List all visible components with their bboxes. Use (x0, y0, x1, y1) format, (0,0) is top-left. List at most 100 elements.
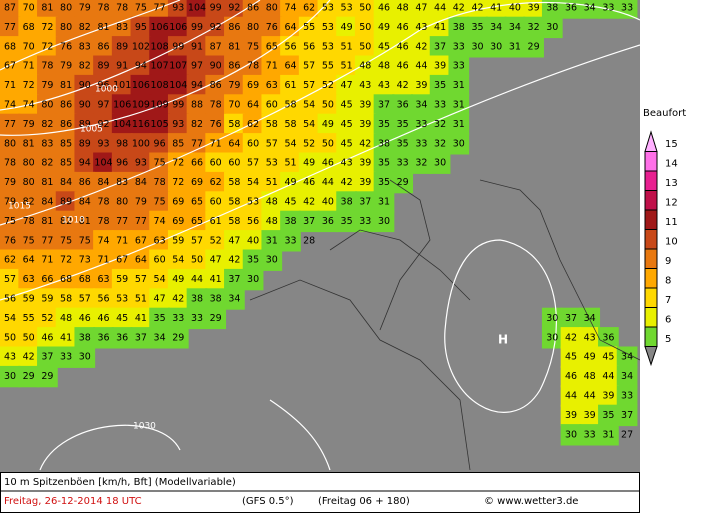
wind-value: 80 (41, 100, 53, 111)
wind-value: 82 (41, 158, 53, 169)
wind-cell (224, 16, 245, 39)
wind-cell (55, 55, 77, 77)
wind-cell (130, 16, 152, 39)
wind-cell (149, 74, 170, 97)
wind-value: 109 (151, 100, 169, 111)
wind-value: 33 (172, 313, 184, 324)
wind-value: 81 (41, 216, 53, 227)
wind-value: 42 (397, 80, 409, 91)
footer-date: Freitag, 26-12-2014 18 UTC (4, 496, 142, 507)
wind-value: 81 (79, 216, 91, 227)
wind-cell (55, 346, 77, 368)
wind-cell (37, 307, 58, 330)
wind-cell (598, 346, 619, 368)
wind-cell (74, 191, 96, 213)
wind-value: 42 (23, 352, 35, 363)
wind-value: 35 (378, 177, 390, 188)
wind-cell (111, 74, 133, 97)
wind-value: 42 (172, 294, 184, 305)
wind-value: 56 (284, 41, 296, 52)
footer-variable: 10 m Spitzenböen [km/h, Bft] (Modellvari… (4, 477, 236, 488)
wind-cell (579, 404, 601, 427)
wind-cell (354, 152, 376, 174)
wind-cell (111, 0, 133, 19)
wind-value: 107 (151, 61, 169, 72)
legend-swatch (644, 268, 658, 289)
wind-value: 94 (191, 80, 203, 91)
wind-value: 43 (584, 332, 596, 343)
wind-cell (18, 288, 40, 310)
wind-cell (93, 288, 114, 310)
wind-value: 94 (79, 158, 91, 169)
wind-cell (242, 152, 264, 174)
wind-value: 93 (172, 119, 184, 130)
wind-cell (74, 307, 96, 330)
wind-cell (205, 230, 227, 252)
wind-cell (354, 94, 376, 116)
wind-cell (130, 55, 152, 77)
wind-value: 32 (434, 138, 446, 149)
wind-cell (541, 0, 563, 19)
wind-cell (130, 288, 152, 310)
wind-value: 34 (490, 22, 502, 33)
wind-value: 63 (266, 80, 278, 91)
wind-cell (0, 0, 21, 19)
wind-value: 85 (172, 138, 184, 149)
wind-value: 42 (303, 197, 315, 208)
wind-value: 46 (303, 177, 315, 188)
wind-value: 65 (266, 41, 278, 52)
isobar-label: 1030 (133, 422, 156, 432)
wind-value: 75 (247, 41, 259, 52)
wind-value: 45 (341, 119, 353, 130)
wind-cell (167, 113, 189, 136)
legend-label: 14 (665, 158, 678, 169)
isobars (0, 0, 641, 471)
wind-cell (0, 74, 21, 97)
wind-value: 38 (378, 138, 390, 149)
wind-value: 29 (41, 371, 53, 382)
wind-value: 67 (4, 61, 16, 72)
wind-cell (598, 404, 619, 427)
wind-cell (130, 307, 152, 330)
wind-cell (336, 191, 357, 213)
wind-cell (280, 133, 301, 155)
wind-value: 35 (397, 138, 409, 149)
wind-value: 52 (41, 313, 53, 324)
wind-value: 37 (41, 352, 53, 363)
wind-cell (298, 0, 320, 19)
wind-value: 27 (621, 429, 633, 440)
wind-cell (373, 36, 395, 58)
legend-title: Beaufort (643, 108, 686, 119)
wind-value: 42 (453, 3, 465, 14)
wind-value: 70 (228, 100, 240, 111)
wind-value: 45 (116, 313, 128, 324)
wind-value: 34 (621, 371, 633, 382)
wind-cell (111, 191, 133, 213)
wind-value: 80 (23, 177, 35, 188)
wind-value: 49 (378, 22, 390, 33)
wind-value: 92 (228, 3, 240, 14)
wind-cell (354, 191, 376, 213)
wind-cell (336, 0, 357, 19)
wind-cell (205, 152, 227, 174)
wind-value: 30 (565, 429, 577, 440)
wind-value: 85 (60, 138, 72, 149)
wind-value: 107 (169, 61, 187, 72)
wind-cell (37, 210, 58, 233)
wind-cell (149, 268, 170, 291)
wind-cell (205, 36, 227, 58)
wind-value: 39 (602, 391, 614, 402)
wind-cell (205, 74, 227, 97)
wind-cell (18, 210, 40, 233)
wind-value: 54 (247, 177, 259, 188)
wind-cell (242, 74, 264, 97)
wind-cell (242, 55, 264, 77)
wind-value: 81 (97, 22, 109, 33)
wind-cell (149, 327, 170, 349)
wind-value: 30 (546, 313, 558, 324)
wind-value: 28 (303, 235, 315, 246)
wind-cell (429, 113, 451, 136)
wind-cell (354, 36, 376, 58)
wind-cell (205, 171, 227, 194)
wind-cell (616, 346, 638, 368)
